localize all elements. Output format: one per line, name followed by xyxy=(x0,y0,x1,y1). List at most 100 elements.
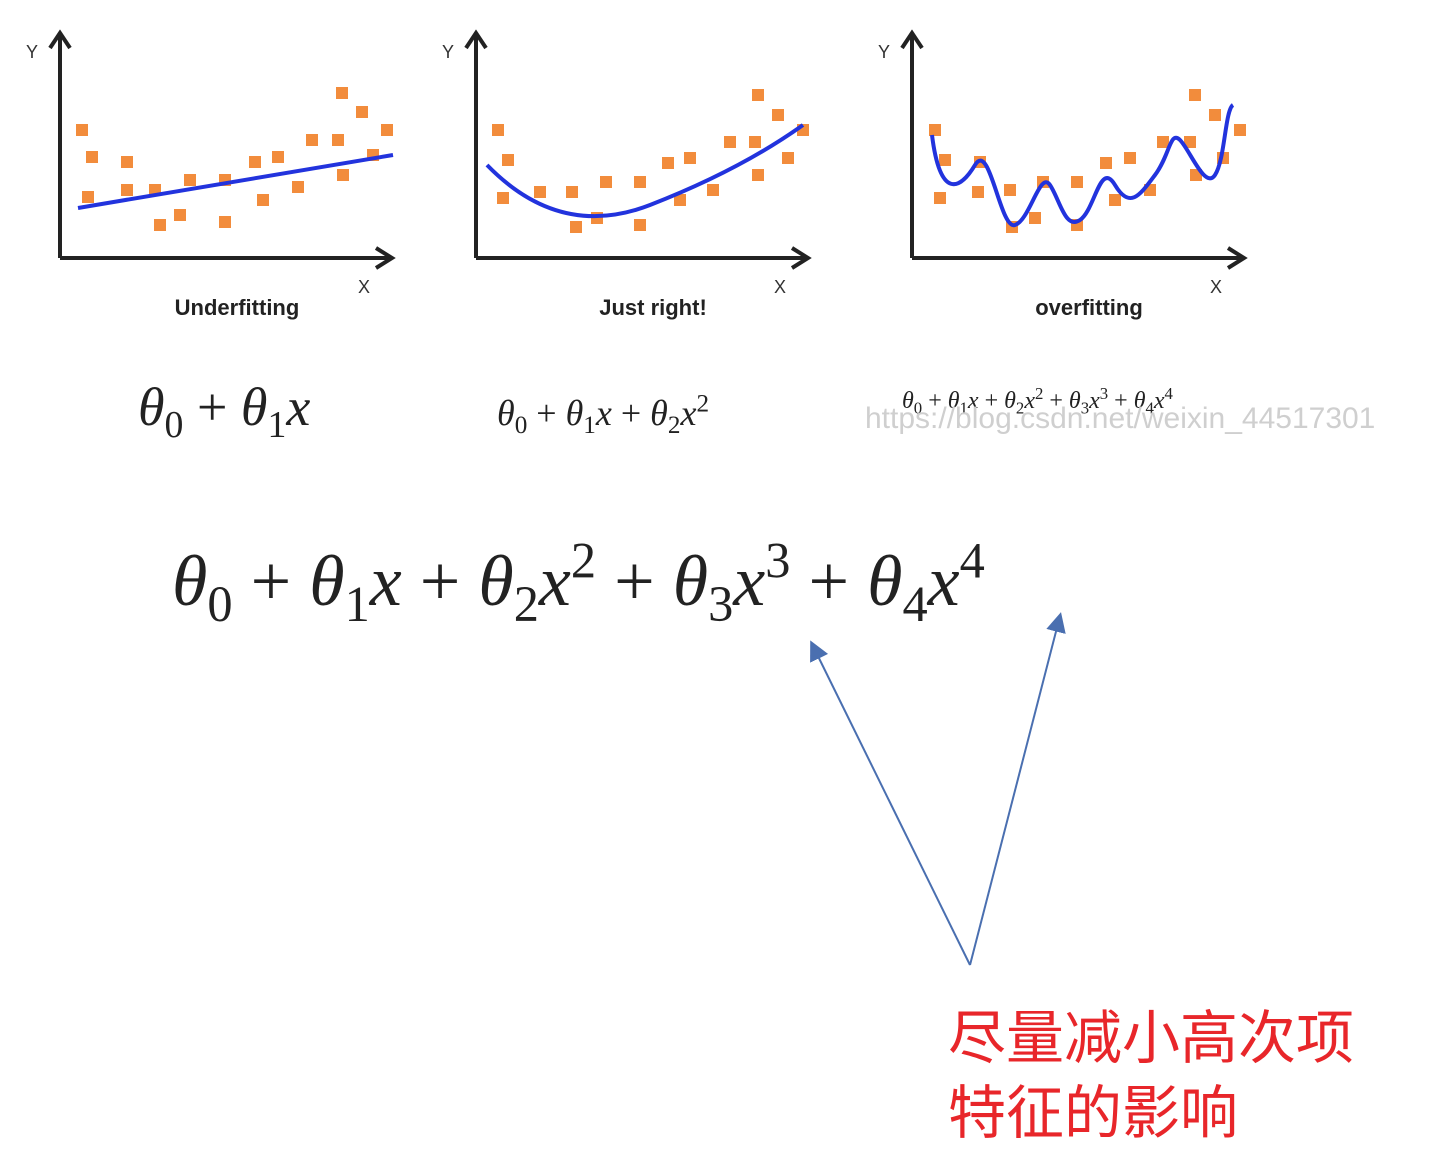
formula: θ0​+θ1x xyxy=(138,377,310,446)
formula-part: + xyxy=(1049,388,1063,414)
formula-part: x xyxy=(538,541,571,621)
formula-part: x xyxy=(369,541,402,621)
formula-part: θ xyxy=(309,541,344,621)
point xyxy=(257,194,269,206)
formula-part: θ xyxy=(478,541,513,621)
x-label: X xyxy=(774,277,786,297)
formula-part: + xyxy=(420,541,461,621)
point xyxy=(121,156,133,168)
formula-part: θ xyxy=(1134,388,1146,414)
formula-part: θ xyxy=(497,393,515,433)
point xyxy=(1029,212,1041,224)
point xyxy=(1234,124,1246,136)
formula-part: 1 xyxy=(960,398,968,417)
formula-part: θ xyxy=(673,541,708,621)
fit-curve xyxy=(485,123,805,219)
annotation-line: 特征的影响 xyxy=(948,1081,1238,1146)
y-axis xyxy=(464,29,488,258)
point xyxy=(82,191,94,203)
formula-part: 4 xyxy=(1165,384,1174,403)
formula-part: + xyxy=(536,393,556,433)
point xyxy=(292,181,304,193)
point xyxy=(154,219,166,231)
point xyxy=(1100,157,1112,169)
point xyxy=(76,124,88,136)
x-axis xyxy=(476,246,812,270)
point xyxy=(502,154,514,166)
formula-part: θ xyxy=(902,388,914,414)
y-axis xyxy=(48,29,72,258)
formula-part: + xyxy=(808,541,849,621)
formula-part: + xyxy=(621,393,641,433)
point xyxy=(336,87,348,99)
point xyxy=(492,124,504,136)
point xyxy=(1209,109,1221,121)
formula-part: x xyxy=(679,393,696,433)
formula-part: + xyxy=(1114,388,1128,414)
formula: θ0​+θ1x+θ2x2​ xyxy=(497,390,709,439)
point xyxy=(1109,194,1121,206)
formula-part: + xyxy=(197,377,227,437)
formula-part: θ xyxy=(948,388,960,414)
formula-part: + xyxy=(928,388,942,414)
formula-part: 4 xyxy=(960,533,985,589)
point xyxy=(272,151,284,163)
point xyxy=(707,184,719,196)
point xyxy=(174,209,186,221)
formula-part: θ xyxy=(566,393,584,433)
formula-part: x xyxy=(732,541,765,621)
arrow xyxy=(969,612,1066,966)
formula-part: θ xyxy=(172,541,207,621)
x-axis xyxy=(912,246,1248,270)
main-formula: θ0​+θ1x+θ2x2​+θ3x3​+θ4x4​ xyxy=(172,533,985,632)
formula-part: x xyxy=(1153,388,1165,414)
annotation-line: 尽量减小高次项 xyxy=(948,1006,1354,1071)
formula-part: 1 xyxy=(583,412,596,439)
formula-part: 2 xyxy=(514,576,539,632)
caption: Underfitting xyxy=(175,295,300,320)
point xyxy=(497,192,509,204)
point xyxy=(219,216,231,228)
formula-part: 2 xyxy=(1035,384,1043,403)
formula-part: 0 xyxy=(914,398,922,417)
watermark: https://blog.csdn.net/weixin_44517301 xyxy=(865,402,1375,435)
point xyxy=(600,176,612,188)
formula-part: + xyxy=(985,388,999,414)
formula-part: x xyxy=(1088,388,1100,414)
point xyxy=(749,136,761,148)
point xyxy=(724,136,736,148)
point xyxy=(249,156,261,168)
x-axis xyxy=(60,246,396,270)
formula-part: θ xyxy=(241,377,268,437)
point xyxy=(570,221,582,233)
x-label: X xyxy=(358,277,370,297)
point xyxy=(1004,184,1016,196)
point xyxy=(121,184,133,196)
point xyxy=(782,152,794,164)
point xyxy=(752,89,764,101)
point xyxy=(86,151,98,163)
formula: θ0​+θ1x+θ2x2​+θ3x3​+θ4x4​ xyxy=(902,384,1174,417)
point xyxy=(1189,89,1201,101)
point xyxy=(1071,176,1083,188)
formula-part: θ xyxy=(1069,388,1081,414)
formula-part: θ xyxy=(867,541,902,621)
point xyxy=(772,109,784,121)
fit-curve xyxy=(930,103,1235,227)
formula-part: 2 xyxy=(1016,398,1024,417)
formula-part: 1 xyxy=(267,404,286,446)
caption: overfitting xyxy=(1035,295,1143,320)
point xyxy=(634,219,646,231)
point xyxy=(934,192,946,204)
formula-part: 4 xyxy=(902,576,927,632)
formula-part: 0 xyxy=(207,576,232,632)
point xyxy=(674,194,686,206)
formula-part: x xyxy=(595,393,612,433)
formula-part: 4 xyxy=(1145,398,1154,417)
formula-part: 3 xyxy=(708,576,733,632)
point xyxy=(634,176,646,188)
point xyxy=(752,169,764,181)
formula-part: 1 xyxy=(345,576,370,632)
formula-part: + xyxy=(614,541,655,621)
